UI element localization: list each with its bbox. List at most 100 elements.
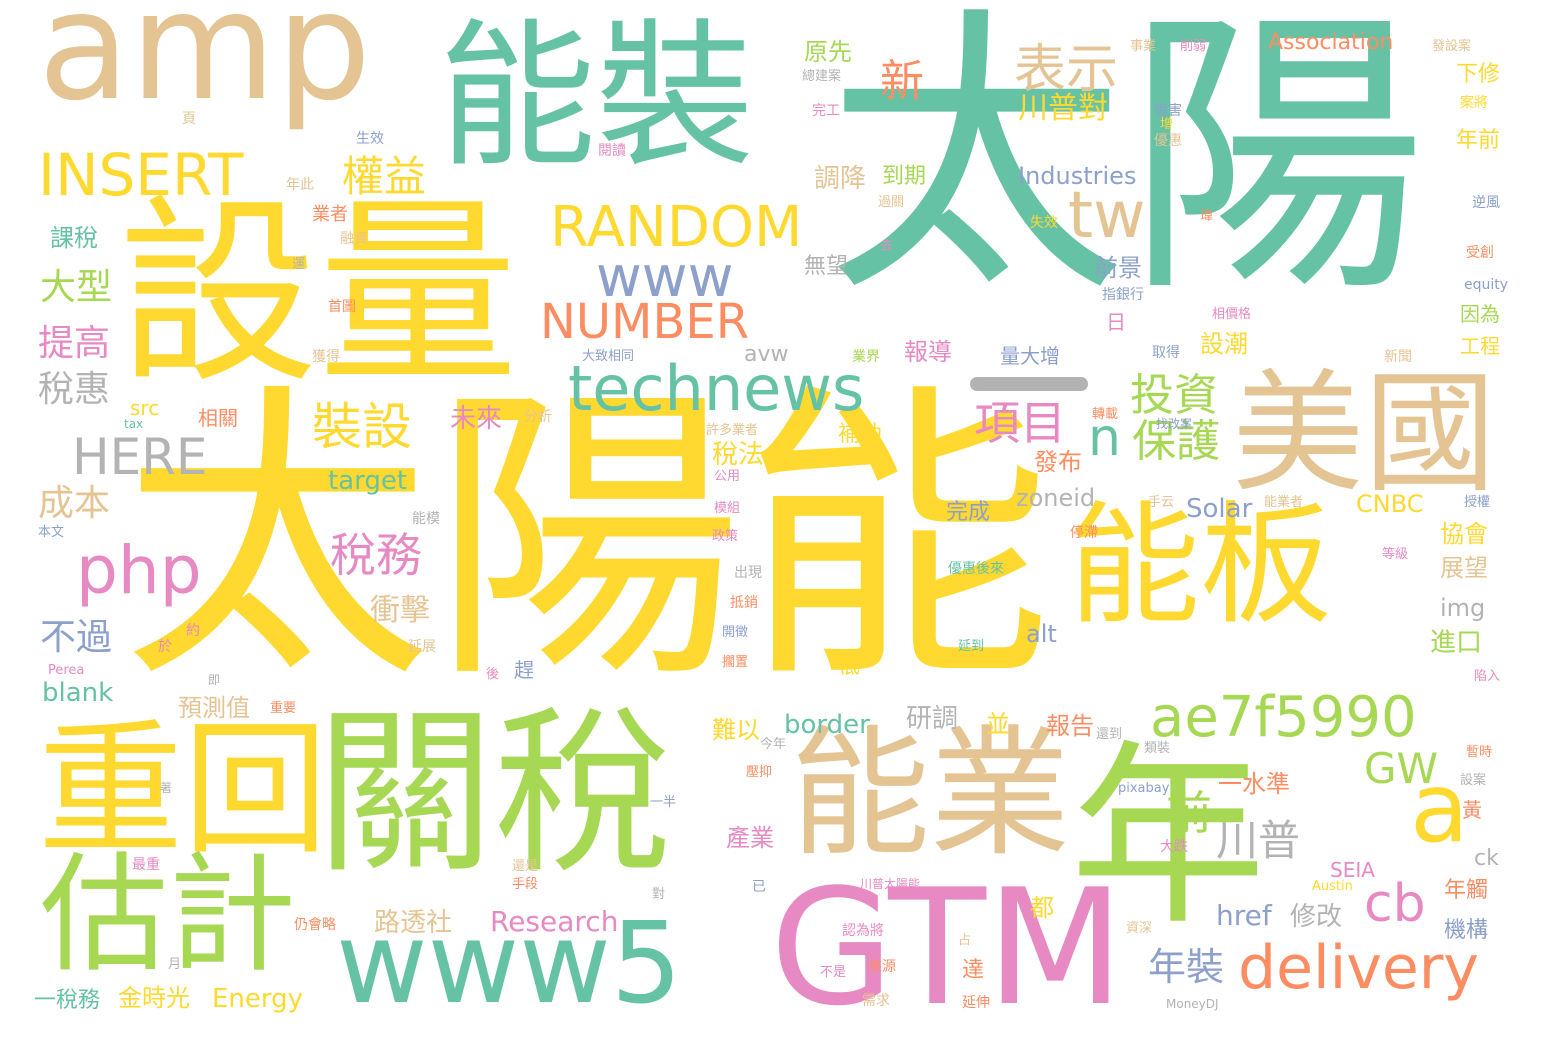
word: 能板 bbox=[1068, 489, 1332, 643]
word: 都 bbox=[1030, 894, 1054, 922]
word: 手云 bbox=[1148, 495, 1175, 510]
word: 不過 bbox=[40, 617, 113, 658]
word: 著 bbox=[160, 781, 173, 795]
word: 原先 bbox=[804, 38, 852, 66]
word: 完工 bbox=[812, 103, 840, 119]
word: 進口 bbox=[1430, 628, 1483, 658]
word: 趕 bbox=[514, 658, 534, 682]
word: amp bbox=[38, 0, 372, 134]
word: php bbox=[76, 532, 202, 609]
word: 未來 bbox=[450, 404, 503, 434]
word: 後 bbox=[486, 667, 500, 682]
word: 一水準 bbox=[1218, 770, 1290, 798]
word: Solar bbox=[1186, 494, 1253, 524]
word: 政策 bbox=[712, 529, 739, 544]
word: 延伸 bbox=[962, 995, 990, 1011]
word: 資深 bbox=[1126, 921, 1153, 936]
word: 報導 bbox=[904, 338, 952, 366]
word: 稅惠 bbox=[38, 369, 111, 410]
word: 仍會略 bbox=[294, 917, 336, 933]
word: 運 bbox=[292, 257, 306, 272]
word: 裝設 bbox=[312, 398, 412, 456]
word: 能模 bbox=[412, 511, 440, 527]
word: 金時光 bbox=[118, 984, 190, 1012]
separator-bar bbox=[970, 377, 1088, 391]
word: equity bbox=[1464, 277, 1509, 293]
word: 抵銷 bbox=[730, 595, 758, 611]
word: CNBC bbox=[1356, 490, 1424, 518]
word: 指銀行 bbox=[1102, 287, 1144, 303]
word: 延展 bbox=[408, 639, 436, 655]
word: 轉載 bbox=[1092, 407, 1119, 422]
word: INSERT bbox=[38, 141, 244, 209]
word: 美國 bbox=[1232, 357, 1496, 511]
word: href bbox=[1216, 899, 1272, 932]
word: 模組 bbox=[714, 501, 741, 516]
word: 事業 bbox=[1130, 39, 1157, 54]
word: 前景 bbox=[1094, 254, 1142, 282]
word: Association bbox=[1268, 30, 1394, 55]
word: 還是 bbox=[512, 859, 539, 874]
word: 還到 bbox=[1096, 727, 1123, 742]
word: 一稅務 bbox=[34, 988, 101, 1013]
word: 預測值 bbox=[178, 694, 250, 722]
word: 新聞 bbox=[1384, 349, 1412, 365]
word: Industries bbox=[1018, 162, 1137, 190]
word: 年裝 bbox=[1148, 945, 1225, 989]
word: pixabay bbox=[1118, 781, 1170, 796]
word: 發布 bbox=[1034, 448, 1082, 476]
word: 保護 bbox=[1132, 416, 1220, 467]
word: delivery bbox=[1238, 933, 1479, 1003]
word: 已 bbox=[752, 879, 766, 895]
word: 發設案 bbox=[1432, 39, 1472, 54]
word: 獲得 bbox=[312, 349, 340, 365]
word: 公用 bbox=[714, 469, 741, 484]
word: blank bbox=[42, 678, 114, 708]
word: 設潮 bbox=[1200, 330, 1248, 358]
word: 權益 bbox=[342, 152, 427, 201]
word: 取得 bbox=[1152, 345, 1180, 361]
word: 機構 bbox=[1444, 918, 1489, 943]
word: 削弱 bbox=[1180, 39, 1207, 54]
word: 延到 bbox=[958, 639, 985, 654]
word: 稅務 bbox=[330, 528, 422, 582]
word: 類裝 bbox=[1144, 741, 1171, 756]
word: 難以 bbox=[712, 716, 760, 744]
word: 認為將 bbox=[842, 923, 884, 939]
word: NUMBER bbox=[540, 294, 750, 350]
word: 能裝 bbox=[438, 5, 754, 189]
word: 太陽能 bbox=[122, 359, 1052, 720]
word: 無望 bbox=[804, 254, 849, 279]
word: n bbox=[1088, 408, 1121, 468]
word: 研調 bbox=[906, 704, 959, 734]
word: 大型 bbox=[40, 267, 113, 308]
word: 分析 bbox=[524, 409, 552, 425]
word: 去 bbox=[880, 239, 894, 254]
word: 首圖 bbox=[328, 299, 356, 315]
word: 授權 bbox=[1464, 495, 1491, 510]
word: 並 bbox=[986, 710, 1010, 738]
word: 年 bbox=[1070, 724, 1267, 952]
word: 停滯 bbox=[1070, 525, 1098, 541]
word: 逆風 bbox=[1472, 195, 1500, 211]
word: 投資 bbox=[1130, 370, 1218, 421]
word: 課稅 bbox=[50, 224, 98, 252]
word: 找改案 bbox=[1156, 417, 1193, 431]
word: avw bbox=[744, 342, 789, 367]
word: cb bbox=[1364, 874, 1426, 934]
word: 即 bbox=[208, 673, 221, 687]
word: zoneid bbox=[1016, 484, 1096, 512]
word: 表示 bbox=[1014, 40, 1119, 100]
word: 路透社 bbox=[374, 908, 453, 938]
word: 暫時 bbox=[1466, 745, 1493, 760]
word: 擱置 bbox=[722, 655, 749, 670]
word: 量大增 bbox=[1000, 344, 1060, 368]
word: 修改 bbox=[1290, 902, 1343, 932]
word: 關稅 bbox=[316, 690, 672, 897]
word: 項目 bbox=[974, 396, 1066, 450]
word: 一半 bbox=[650, 795, 677, 810]
word: www bbox=[596, 245, 734, 310]
word: 等級 bbox=[1382, 547, 1409, 562]
word: 本文 bbox=[38, 525, 65, 540]
word: 約 bbox=[186, 623, 200, 639]
